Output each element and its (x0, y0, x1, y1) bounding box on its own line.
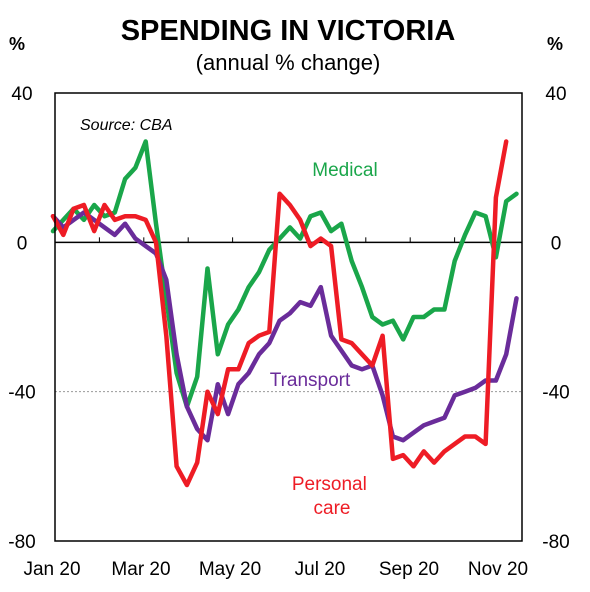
y-tick-label-right: -80 (542, 532, 569, 553)
source-note: Source: CBA (80, 117, 172, 134)
y-tick-label-left: -80 (8, 532, 35, 553)
series-layer (50, 139, 519, 488)
left-axis-unit: % (9, 34, 25, 54)
x-tick-label: Sep 20 (379, 559, 439, 580)
chart-subtitle: (annual % change) (196, 50, 381, 75)
x-tick-label: Jul 20 (295, 559, 346, 580)
series-label-transport: Transport (270, 370, 351, 391)
x-tick-label: Mar 20 (111, 559, 170, 580)
y-tick-label-right: 40 (545, 84, 566, 105)
x-tick-label: Jan 20 (23, 559, 80, 580)
y-axis-left: 40 0 -40 -80 (8, 84, 35, 553)
y-tick-label-left: 0 (17, 233, 28, 254)
series-line-medical (50, 139, 519, 409)
right-axis-unit: % (547, 34, 563, 54)
series-line-transport (50, 210, 519, 443)
y-axis-right: 40 0 -40 -80 (542, 84, 569, 553)
y-tick-label-right: 0 (551, 233, 562, 254)
x-axis-labels: Jan 20 Mar 20 May 20 Jul 20 Sep 20 Nov 20 (23, 559, 528, 580)
chart-title: SPENDING IN VICTORIA (121, 15, 456, 47)
plot-area (50, 92, 523, 542)
x-tick-label: Nov 20 (468, 559, 528, 580)
y-tick-label-left: -40 (8, 383, 35, 404)
y-tick-label-right: -40 (542, 383, 569, 404)
y-tick-label-left: 40 (11, 84, 32, 105)
series-line-personal-care (50, 139, 509, 488)
x-tick-label: May 20 (199, 559, 261, 580)
series-label-medical: Medical (312, 160, 377, 181)
series-label-personal-care: Personal care (292, 474, 372, 519)
plot-frame (54, 92, 523, 542)
